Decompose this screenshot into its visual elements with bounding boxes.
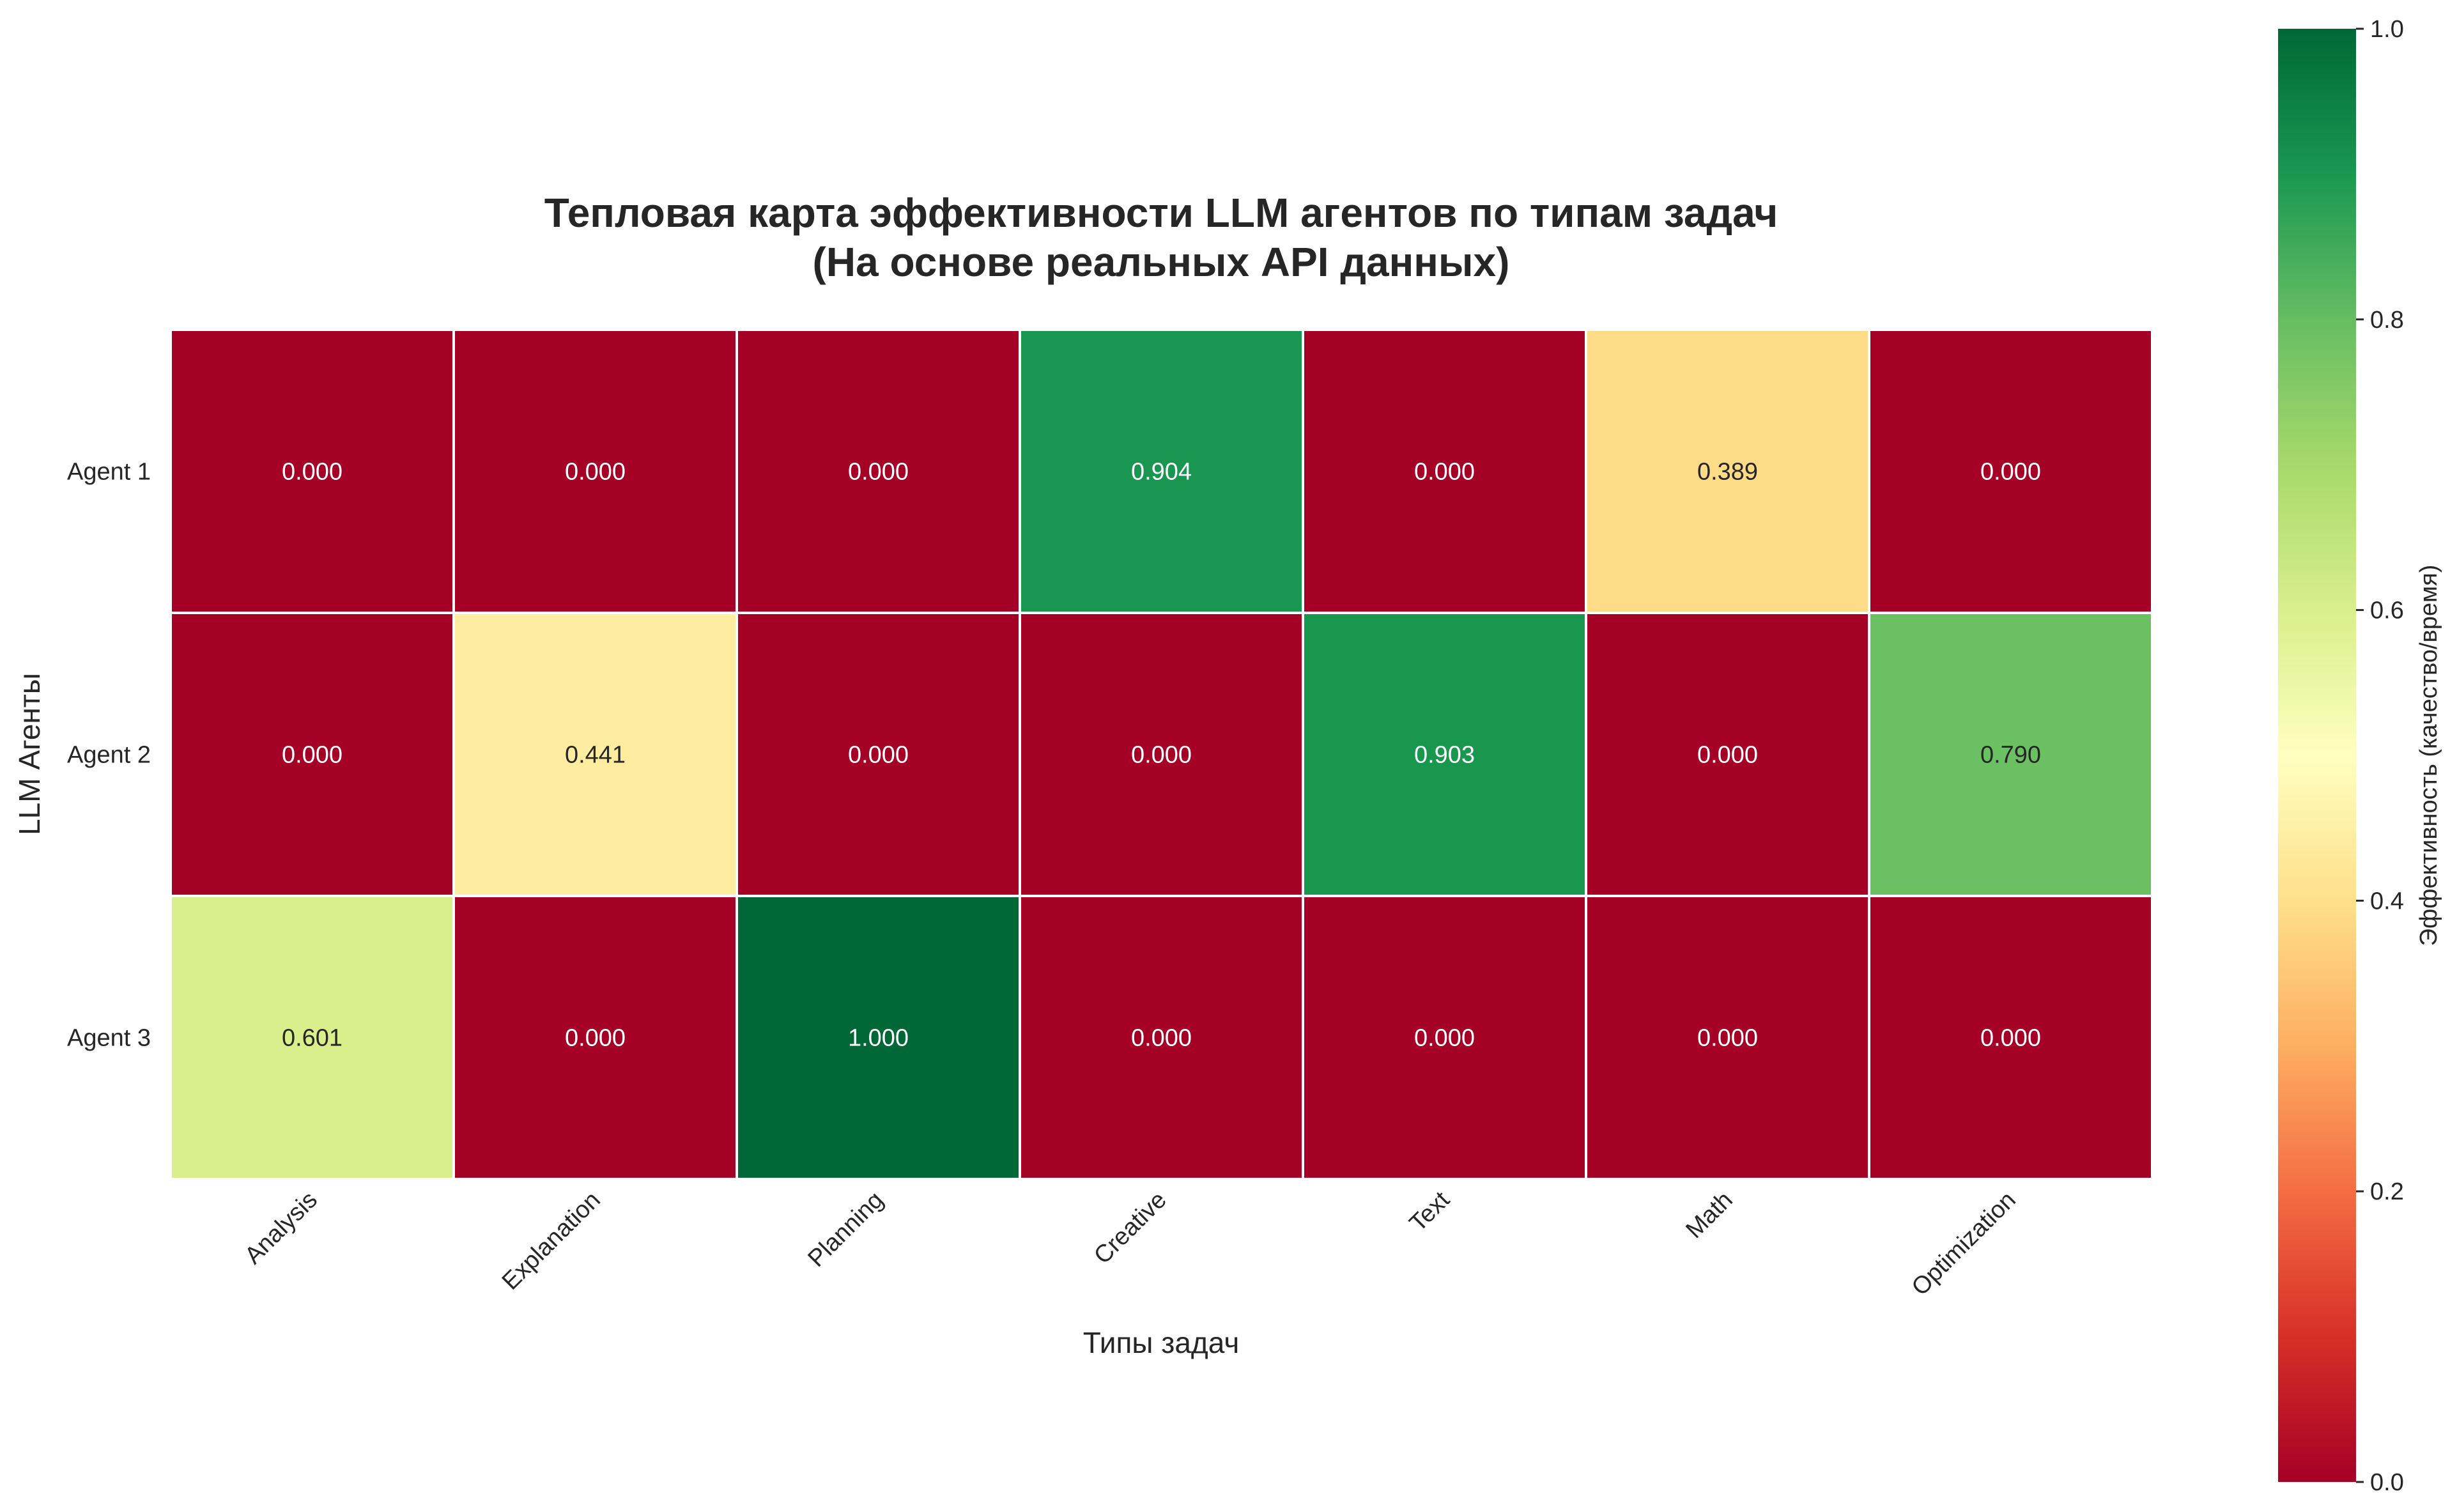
x-tick-label: Text — [1405, 1186, 1455, 1237]
colorbar-tick-label: 0.0 — [2370, 1469, 2404, 1496]
heatmap-cell — [1585, 612, 1870, 897]
x-tick-label: Explanation — [497, 1187, 606, 1295]
heatmap-cells — [169, 328, 2153, 1180]
heatmap-cell — [736, 328, 1021, 614]
cell-value-label: 0.904 — [1131, 459, 1192, 486]
heatmap-cell — [452, 895, 738, 1180]
heatmap-cell-labels: 0.000 0.000 0.000 0.904 0.000 0.389 0.000 0.000… — [282, 459, 2041, 1052]
cell-value-label: 0.000 — [1414, 1025, 1475, 1052]
heatmap-cell — [1302, 612, 1587, 897]
heatmap-cell — [1302, 895, 1587, 1180]
x-tick-label: Optimization — [1907, 1187, 2021, 1301]
colorbar-tick-label: 0.8 — [2370, 307, 2404, 334]
heatmap-cell — [1868, 895, 2153, 1180]
cell-value-label: 0.000 — [1980, 459, 2041, 486]
heatmap-cell — [1585, 328, 1870, 614]
y-tick-label: Agent 3 — [67, 1025, 151, 1052]
heatmap-cell — [736, 612, 1021, 897]
heatmap-cell — [1868, 612, 2153, 897]
cell-value-label: 1.000 — [848, 1025, 909, 1052]
colorbar — [2278, 29, 2356, 1482]
chart-title: Тепловая карта эффективности LLM агентов… — [544, 190, 1778, 236]
x-axis-label: Типы задач — [1083, 1326, 1240, 1359]
x-tick-label: Math — [1681, 1187, 1737, 1244]
x-tick-label: Planning — [803, 1187, 889, 1272]
cell-value-label: 0.790 — [1980, 742, 2041, 769]
colorbar-tick-label: 0.2 — [2370, 1178, 2404, 1205]
y-tick-label: Agent 2 — [67, 742, 151, 769]
colorbar-ticks: 0.0 0.2 0.4 0.6 0.8 1.0 — [2356, 16, 2404, 1496]
cell-value-label: 0.601 — [282, 1025, 343, 1052]
x-tick-label: Creative — [1089, 1187, 1172, 1270]
cell-value-label: 0.441 — [565, 742, 626, 769]
cell-value-label: 0.000 — [282, 742, 343, 769]
y-tick-labels: Agent 1 Agent 2 Agent 3 — [67, 459, 151, 1052]
heatmap-cell — [1019, 895, 1304, 1180]
cell-value-label: 0.000 — [1980, 1025, 2041, 1052]
cell-value-label: 0.000 — [565, 459, 626, 486]
chart-subtitle: (На основе реальных API данных) — [813, 239, 1510, 285]
heatmap-cell — [736, 895, 1021, 1180]
heatmap-cell — [1585, 895, 1870, 1180]
cell-value-label: 0.000 — [848, 459, 909, 486]
y-axis-label: LLM Агенты — [13, 673, 46, 835]
heatmap-cell — [169, 612, 455, 897]
cell-value-label: 0.000 — [1697, 1025, 1758, 1052]
x-tick-label: Analysis — [240, 1187, 323, 1270]
cell-value-label: 0.903 — [1414, 742, 1475, 769]
y-tick-label: Agent 1 — [67, 459, 151, 486]
cell-value-label: 0.000 — [1131, 1025, 1192, 1052]
cell-value-label: 0.000 — [565, 1025, 626, 1052]
cell-value-label: 0.389 — [1697, 459, 1758, 486]
colorbar-label: Эффективность (качество/время) — [2415, 565, 2442, 946]
cell-value-label: 0.000 — [1414, 459, 1475, 486]
x-tick-labels: Analysis Explanation Planning Creative Text M… — [240, 1186, 2021, 1300]
cell-value-label: 0.000 — [1697, 742, 1758, 769]
cell-value-label: 0.000 — [282, 459, 343, 486]
heatmap-cell — [169, 895, 455, 1180]
colorbar-tick-label: 0.6 — [2370, 598, 2404, 624]
heatmap-cell — [1302, 328, 1587, 614]
colorbar-tick-label: 0.4 — [2370, 888, 2404, 914]
colorbar-tick-label: 1.0 — [2370, 16, 2404, 43]
cell-value-label: 0.000 — [848, 742, 909, 769]
heatmap-cell — [169, 328, 455, 614]
cell-value-label: 0.000 — [1131, 742, 1192, 769]
heatmap-cell — [1019, 328, 1304, 614]
heatmap-cell — [452, 328, 738, 614]
